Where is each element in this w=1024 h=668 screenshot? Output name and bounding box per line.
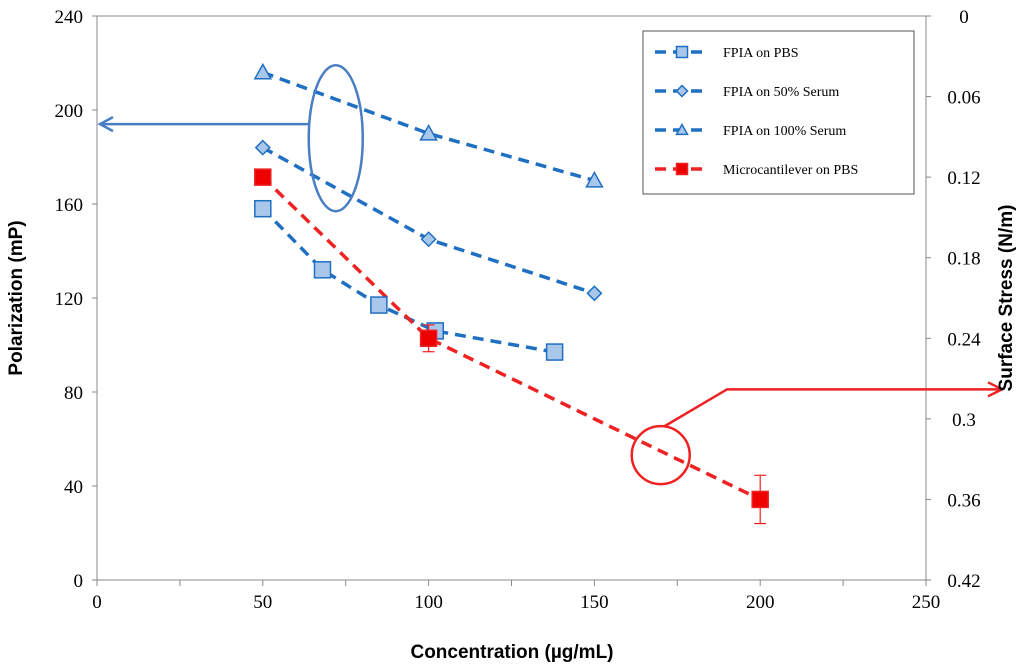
y2-tick-label: 0.36 [947,490,980,511]
series-markers [253,62,769,525]
y2-axis-title: Surface Stress (N/m) [996,205,1017,392]
y-tick-label: 120 [55,289,84,310]
data-point [254,199,272,218]
y-tick-label: 0 [74,571,84,592]
y2-tick-label: 0.3 [952,410,976,431]
y2-tick-label: 0.42 [947,571,980,592]
data-point [586,285,603,302]
x-tick-label: 50 [253,592,272,613]
legend-label: FPIA on 50% Serum [723,85,839,100]
data-point [254,139,271,156]
y-tick-label: 40 [64,477,83,498]
axes [92,15,931,586]
x-tick-label: 0 [92,592,102,613]
data-point [545,343,564,361]
left-axis-ellipse [307,63,365,213]
data-point [254,168,272,186]
series-line [262,70,595,183]
legend-marker [675,45,689,59]
series-line [261,146,595,295]
tick-labels: 0 50 100 150 200 250 0 40 80 120 160 200 240 0 0.06 0.1… [55,7,982,613]
x-tick-label: 250 [912,592,941,613]
right-axis-circle [630,424,691,486]
y2-tick-label: 0.12 [947,168,980,189]
y-tick-label: 80 [64,383,83,404]
legend-marker [675,84,689,98]
legend-marker [675,162,689,176]
right-axis-arrow [664,388,1000,428]
x-tick-label: 100 [414,592,443,613]
legend-label: FPIA on 100% Serum [723,124,846,139]
y2-tick-label: 0.24 [947,329,981,350]
series-line [261,175,761,502]
x-tick-label: 200 [746,592,775,613]
data-point [751,490,769,509]
legend: FPIA on PBS FPIA on 50% Serum FPIA on 100%… [642,30,915,195]
right-arrow-head [987,381,1005,398]
y2-tick-label: 0.06 [947,88,980,109]
y-tick-label: 240 [55,7,84,28]
data-point [585,170,604,188]
data-point [253,62,273,80]
x-tick-label: 150 [580,592,609,613]
data-point [370,296,388,314]
legend-marker [675,122,689,136]
data-point [420,231,437,248]
x-axis-title: Concentration (µg/mL) [410,642,613,663]
data-point [419,329,438,348]
annotations [97,63,1005,486]
y-tick-label: 200 [55,101,84,122]
left-arrow-head [97,115,114,133]
legend-label: Microcantilever on PBS [723,163,858,178]
y-tick-label: 160 [55,195,84,216]
y2-tick-label: 0 [959,7,969,28]
y-axis-title: Polarization (mP) [6,220,27,375]
data-point [313,261,332,279]
y2-tick-label: 0.18 [947,249,980,270]
legend-label: FPIA on PBS [723,46,798,61]
data-point [419,123,438,141]
